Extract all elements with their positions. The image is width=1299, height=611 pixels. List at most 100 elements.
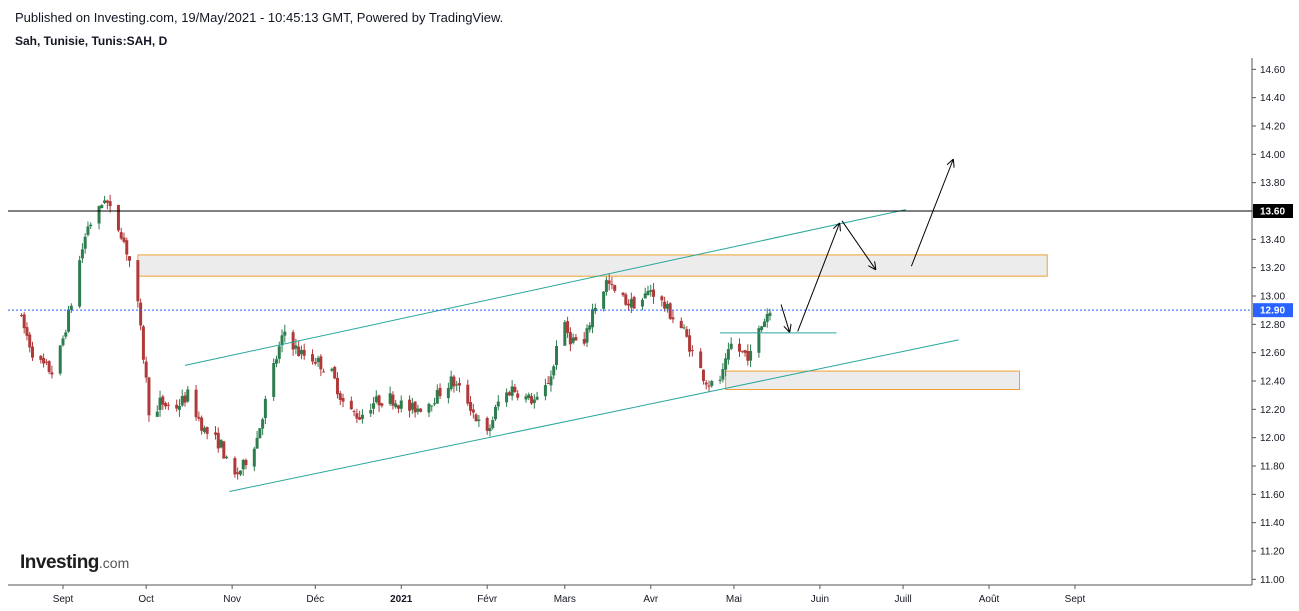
published-info: Published on Investing.com, 19/May/2021 … — [15, 10, 504, 25]
candle-body — [313, 361, 317, 364]
candle-body — [749, 350, 753, 361]
candle-body — [319, 356, 323, 370]
candle-body — [274, 359, 278, 364]
candle-body — [194, 389, 198, 418]
candle-body — [724, 358, 728, 370]
candle-body — [471, 409, 475, 413]
candle-body — [236, 472, 240, 475]
candle-body — [175, 404, 179, 409]
candle-body — [64, 332, 68, 337]
candle-body — [466, 384, 470, 404]
candle-body — [563, 322, 567, 346]
candle-body — [322, 371, 326, 373]
candle-body — [219, 439, 223, 448]
candle-body — [200, 417, 204, 431]
price-tick-label: 12.40 — [1260, 377, 1285, 388]
axes-layer: 14.60 14.40 14.20 14.00 13.80 13.60 13.40 13.20… — [8, 58, 1293, 605]
candle-body — [311, 354, 315, 362]
candle-body — [507, 392, 511, 396]
candle-body — [244, 459, 248, 466]
candle-body — [136, 260, 140, 302]
candle-body — [721, 369, 725, 380]
candle-body — [396, 405, 400, 409]
candle-body — [39, 355, 43, 360]
candle-body — [360, 414, 364, 419]
candle-body — [119, 232, 123, 239]
candle-body — [144, 361, 148, 378]
candle-body — [707, 385, 711, 387]
candle-body — [494, 406, 498, 420]
candle-body — [729, 343, 733, 349]
candle-body — [549, 376, 553, 386]
candle-body — [369, 410, 373, 414]
candle-body — [258, 428, 262, 439]
candle-body — [125, 240, 129, 255]
candle-body — [762, 321, 766, 327]
candle-body — [621, 292, 625, 296]
candle-body — [413, 401, 417, 413]
candle-body — [613, 285, 617, 291]
candle-body — [108, 201, 112, 207]
candle-body — [283, 331, 287, 336]
price-badge — [1253, 303, 1293, 318]
candle-body — [128, 256, 132, 261]
candle-body — [419, 408, 423, 412]
candle-body — [408, 399, 412, 411]
candle-body — [591, 309, 595, 328]
candle-body — [665, 303, 669, 309]
candle-body — [61, 338, 65, 346]
candle-body — [430, 405, 434, 407]
candle-body — [469, 402, 473, 411]
candle-body — [433, 403, 437, 405]
candle-body — [690, 350, 694, 352]
candle-body — [646, 290, 650, 295]
price-tick-label: 12.60 — [1260, 348, 1285, 359]
candle-body — [388, 393, 392, 404]
candle-body — [760, 326, 764, 330]
candle-body — [571, 337, 575, 343]
time-tick-label: Août — [979, 594, 1000, 605]
candle-body — [177, 406, 181, 410]
candle-body — [474, 414, 478, 422]
candle-body — [183, 395, 187, 403]
candle-body — [205, 427, 209, 434]
price-tick-label: 12.00 — [1260, 433, 1285, 444]
time-tick-label: 2021 — [390, 594, 413, 605]
candle-body — [338, 393, 342, 400]
price-tick-label: 12.80 — [1260, 320, 1285, 331]
candle-body — [505, 392, 509, 403]
projection-arrow — [841, 220, 875, 269]
resistance-zone — [137, 254, 1048, 277]
time-tick-label: Juin — [811, 594, 829, 605]
candle-body — [543, 385, 547, 397]
time-tick-label: Déc — [306, 594, 324, 605]
candle-body — [42, 358, 46, 364]
price-tick-label: 13.00 — [1260, 292, 1285, 303]
candle-body — [582, 338, 586, 344]
candle-body — [457, 383, 461, 386]
candle-body — [438, 387, 442, 397]
price-badge-label: 12.90 — [1260, 306, 1285, 317]
channel-lower — [229, 339, 959, 492]
candle-body — [80, 249, 84, 259]
candle-body — [358, 417, 362, 420]
candle-body — [632, 297, 636, 309]
time-tick-label: Mars — [554, 594, 576, 605]
candle-body — [186, 389, 190, 402]
candle-body — [341, 397, 345, 402]
candle-body — [765, 314, 769, 322]
candle-body — [216, 432, 220, 449]
candle-body — [627, 303, 631, 306]
candle-body — [488, 428, 492, 432]
candle-body — [485, 417, 489, 431]
candle-body — [496, 401, 500, 407]
candle-body — [280, 335, 284, 346]
candle-body — [272, 362, 276, 397]
candle-body — [588, 325, 592, 330]
candle-body — [607, 280, 611, 284]
candle-body — [261, 419, 265, 429]
time-tick-label: Sept — [1065, 594, 1086, 605]
investing-logo: Investing.com — [20, 552, 130, 573]
candle-body — [394, 403, 398, 408]
